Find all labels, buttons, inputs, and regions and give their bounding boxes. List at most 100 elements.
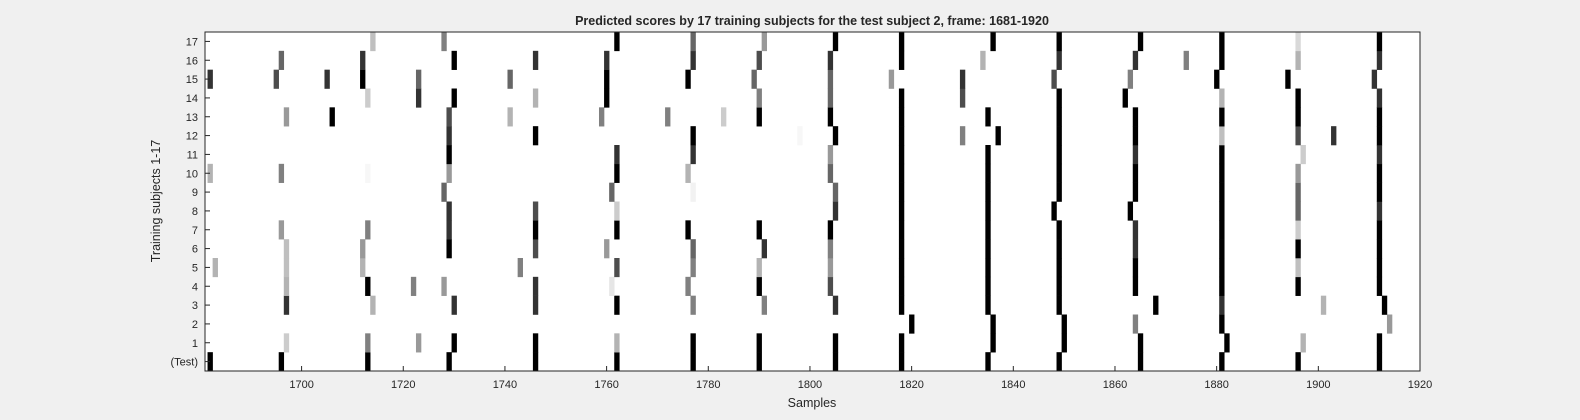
heatmap-cell (832, 32, 839, 52)
heatmap-cell (532, 50, 539, 70)
heatmap-cell (415, 69, 422, 89)
heatmap-cell (1219, 182, 1225, 202)
heatmap-cell (1376, 333, 1383, 353)
x-tick-label: 1700 (289, 379, 313, 391)
heatmap-cell (1132, 239, 1139, 259)
heatmap-cells (207, 32, 1393, 372)
y-tick-label: 4 (192, 281, 198, 293)
heatmap-cell (756, 352, 762, 372)
heatmap-cell (690, 239, 696, 259)
heatmap-cell (446, 107, 452, 127)
heatmap-cell (1056, 88, 1062, 108)
heatmap-cell (1376, 50, 1383, 70)
heatmap-cell (1056, 50, 1062, 70)
heatmap-cell (532, 201, 539, 221)
heatmap-cell (898, 32, 905, 52)
heatmap-cell (1219, 220, 1225, 240)
heatmap-cell (985, 276, 991, 296)
heatmap-cell (827, 69, 834, 89)
heatmap-cell (1295, 126, 1301, 146)
heatmap-cell (1132, 107, 1139, 127)
heatmap-cell (614, 32, 620, 52)
heatmap-cell (1056, 220, 1062, 240)
y-tick-label: 11 (187, 149, 198, 161)
y-tick-label: 6 (192, 244, 198, 256)
heatmap-cell (604, 50, 610, 70)
heatmap-cell (446, 201, 452, 221)
x-tick-label: 1880 (1204, 379, 1228, 391)
heatmap-cell (898, 201, 905, 221)
heatmap-cell (1183, 50, 1189, 70)
heatmap-cell (685, 69, 691, 89)
heatmap-cell (278, 50, 285, 70)
heatmap-cell (1295, 239, 1301, 259)
heatmap-cell (985, 163, 991, 183)
heatmap-cell (283, 333, 290, 353)
heatmap-cell (1386, 314, 1393, 334)
heatmap-cell (1295, 107, 1301, 127)
heatmap-cell (827, 220, 834, 240)
heatmap-cell (1051, 69, 1057, 89)
heatmap-cell (1132, 220, 1139, 240)
heatmap-cell (909, 314, 915, 334)
heatmap-cell (1137, 32, 1144, 52)
heatmap-cell (273, 69, 279, 89)
heatmap-cell (1295, 50, 1301, 70)
heatmap-cell (690, 333, 696, 353)
heatmap-cell (365, 220, 371, 240)
heatmap-cell (1056, 182, 1062, 202)
heatmap-cell (1056, 258, 1062, 278)
heatmap-cell (761, 239, 767, 259)
heatmap-cell (1295, 220, 1301, 240)
heatmap-cell (604, 239, 610, 259)
heatmap-cell (888, 69, 895, 89)
heatmap-cell (1219, 258, 1225, 278)
heatmap-cell (507, 69, 513, 89)
heatmap-cell (532, 126, 539, 146)
heatmap-cell (1285, 69, 1291, 89)
heatmap-cell (1214, 69, 1220, 89)
heatmap-cell (985, 182, 991, 202)
heatmap-cell (360, 239, 366, 259)
heatmap-cell (451, 88, 457, 108)
heatmap-cell (827, 276, 834, 296)
heatmap-cell (365, 333, 371, 353)
heatmap-cell (1219, 126, 1225, 146)
heatmap-cell (283, 276, 290, 296)
heatmap-cell (614, 145, 620, 165)
heatmap-cell (751, 69, 757, 89)
heatmap-cell (410, 276, 417, 296)
heatmap-cell (1376, 126, 1383, 146)
heatmap-cell (690, 295, 696, 315)
y-tick-label: 1 (192, 338, 198, 350)
heatmap-cell (898, 126, 905, 146)
heatmap-cell (827, 88, 834, 108)
heatmap-cell (898, 145, 905, 165)
heatmap-cell (532, 333, 539, 353)
heatmap-cell (1061, 333, 1067, 353)
heatmap-cell (614, 201, 620, 221)
heatmap-cell (1295, 182, 1301, 202)
heatmap-cell (690, 50, 696, 70)
heatmap-cell (446, 220, 452, 240)
heatmap-cell (1376, 32, 1383, 52)
heatmap-cell (1061, 314, 1067, 334)
heatmap-cell (756, 88, 762, 108)
heatmap-cell (990, 314, 996, 334)
heatmap-cell (985, 295, 991, 315)
heatmap-cell (756, 107, 762, 127)
heatmap-cell (360, 69, 366, 89)
heatmap-cell (756, 50, 762, 70)
heatmap-cell (1295, 88, 1301, 108)
heatmap-cell (532, 295, 539, 315)
heatmap-cell (756, 276, 762, 296)
heatmap-cell (1056, 239, 1062, 259)
heatmap-cell (1219, 32, 1225, 52)
heatmap-cell (283, 239, 290, 259)
heatmap-cell (720, 107, 727, 127)
heatmap-cell (985, 220, 991, 240)
heatmap-cell (207, 352, 213, 372)
heatmap-cell (1219, 107, 1225, 127)
y-tick-label: 15 (186, 74, 198, 86)
heatmap-cell (283, 258, 290, 278)
